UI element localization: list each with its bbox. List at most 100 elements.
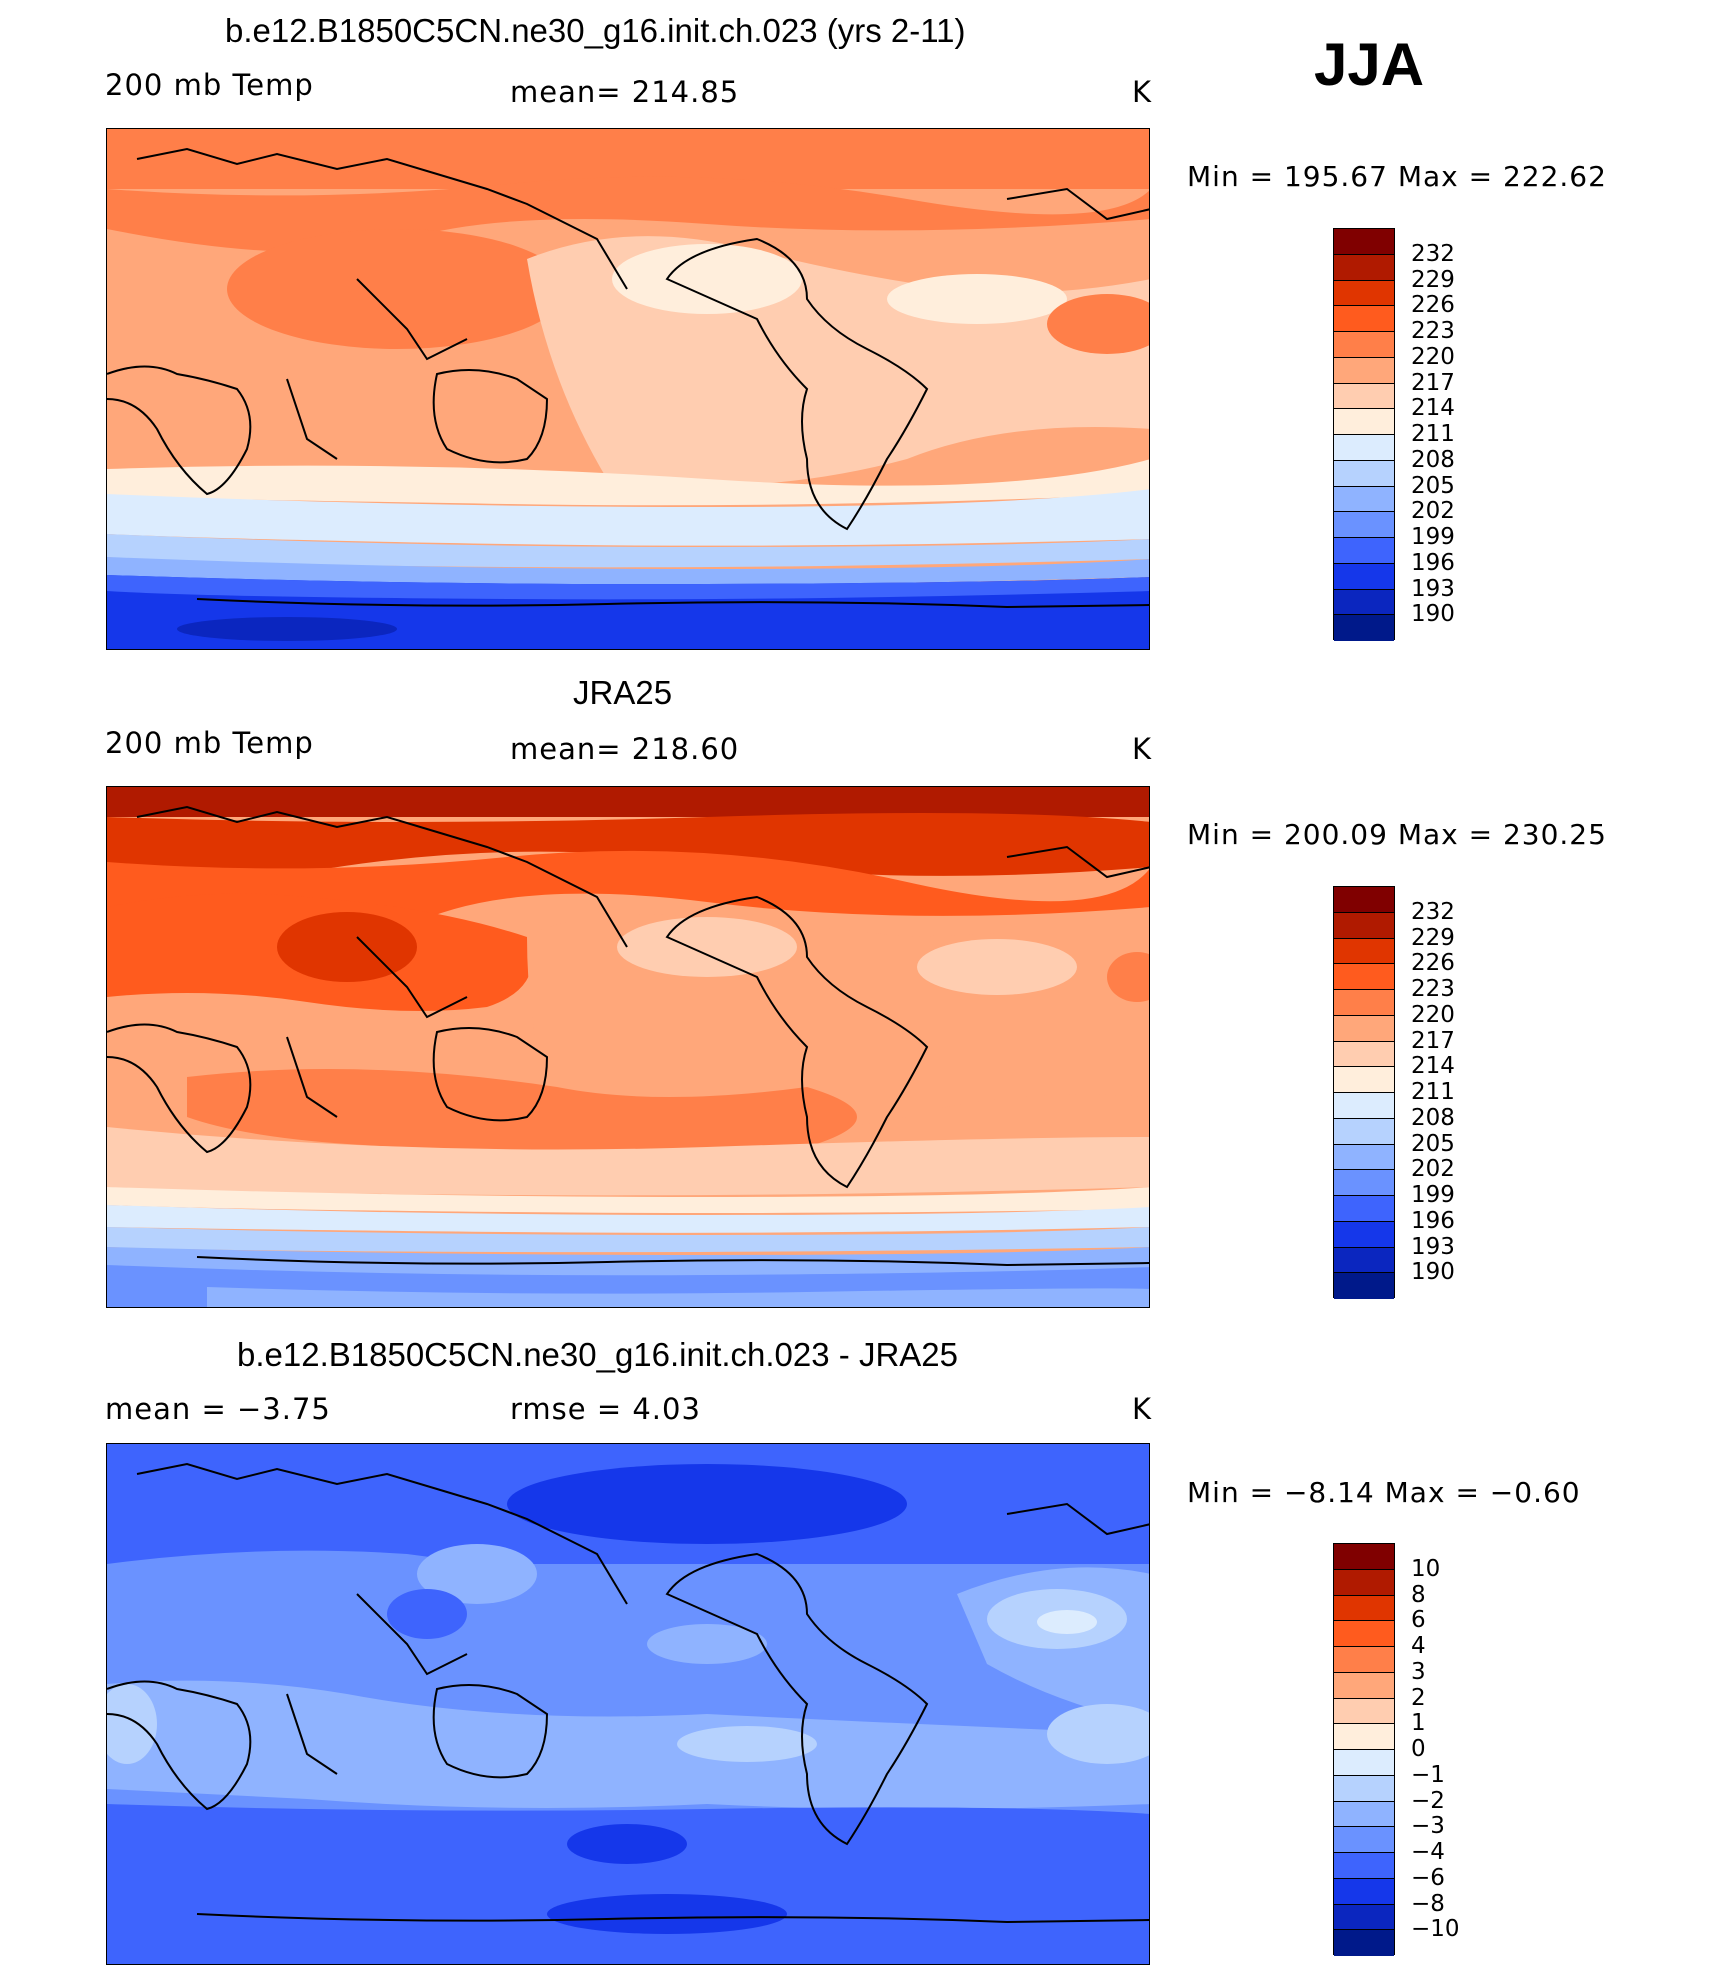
panel-3-map [106, 1443, 1150, 1965]
colorbar-segment [1334, 1775, 1394, 1802]
panel-1-mean-label: mean= 214.85 [510, 75, 740, 109]
colorbar-segment [1334, 563, 1394, 590]
colorbar-tick-label: 199 [1411, 524, 1455, 550]
colorbar-tick-label: 214 [1411, 395, 1455, 422]
colorbar-segment [1334, 938, 1394, 965]
colorbar-segment [1334, 1878, 1394, 1905]
panel-3-mean-label: mean = −3.75 [105, 1392, 331, 1426]
colorbar-segment [1334, 1930, 1394, 1956]
colorbar-tick-label: 232 [1411, 898, 1455, 925]
panel-2-mean-label: mean= 218.60 [510, 732, 740, 766]
colorbar-segment [1334, 383, 1394, 410]
panel-3-title: b.e12.B1850C5CN.ne30_g16.init.ch.023 - J… [237, 1336, 958, 1373]
colorbar-tick-label: 190 [1411, 601, 1455, 628]
colorbar-segment [1334, 229, 1394, 255]
colorbar-segment [1334, 964, 1394, 990]
colorbar-segment [1334, 1904, 1394, 1931]
colorbar-tick-label: 2 [1411, 1684, 1426, 1711]
panel-2-variable-label: 200 mb Temp [105, 726, 314, 760]
colorbar-segment [1334, 1144, 1394, 1171]
colorbar-segment [1334, 912, 1394, 939]
colorbar-tick-label: 229 [1411, 924, 1455, 951]
colorbar-tick-label: 220 [1411, 1001, 1455, 1028]
panel-3-units-label: K [1132, 1392, 1153, 1426]
colorbar-segment [1334, 280, 1394, 307]
panel-1-colorbar-box [1333, 228, 1395, 641]
colorbar-tick-label: 226 [1411, 292, 1455, 319]
colorbar-segment [1334, 589, 1394, 616]
colorbar-tick-label: 10 [1411, 1555, 1441, 1582]
colorbar-tick-label: −3 [1411, 1813, 1445, 1840]
colorbar-tick-label: 196 [1411, 549, 1455, 576]
season-label: JJA [1314, 31, 1425, 98]
colorbar-tick-label: 232 [1411, 240, 1455, 267]
colorbar-tick-label: 193 [1411, 1233, 1455, 1260]
colorbar-tick-label: 205 [1411, 472, 1455, 499]
colorbar-segment [1334, 1015, 1394, 1042]
panel-2-minmax: Min = 200.09 Max = 230.25 [1187, 818, 1607, 851]
colorbar-segment [1334, 435, 1394, 461]
colorbar-segment [1334, 1801, 1394, 1828]
colorbar-segment [1334, 1724, 1394, 1750]
colorbar-segment [1334, 1750, 1394, 1776]
colorbar-tick-label: 1 [1411, 1710, 1426, 1737]
colorbar-segment [1334, 1221, 1394, 1248]
colorbar-tick-label: −8 [1411, 1890, 1445, 1917]
colorbar-tick-label: 190 [1411, 1259, 1455, 1286]
colorbar-segment [1334, 460, 1394, 487]
colorbar-tick-label: 223 [1411, 976, 1455, 1002]
panel-1-title: b.e12.B1850C5CN.ne30_g16.init.ch.023 (yr… [225, 12, 966, 49]
colorbar-tick-label: −2 [1411, 1787, 1445, 1814]
colorbar-segment [1334, 409, 1394, 435]
panel-3-colorbar-box [1333, 1543, 1395, 1956]
colorbar-tick-label: 226 [1411, 950, 1455, 977]
colorbar-tick-label: −10 [1411, 1916, 1460, 1943]
colorbar-segment [1334, 1273, 1394, 1299]
colorbar-segment [1334, 1067, 1394, 1093]
colorbar-tick-label: −4 [1411, 1839, 1445, 1865]
panel-2-units-label: K [1132, 732, 1153, 766]
panel-1-minmax: Min = 195.67 Max = 222.62 [1187, 160, 1607, 193]
panel-1-colorbar: 232 229 226 223 220 217 214 211 208 205 202 199 196 1… [1333, 228, 1455, 641]
colorbar-tick-label: 217 [1411, 1027, 1455, 1054]
colorbar-segment [1334, 1827, 1394, 1853]
colorbar-tick-label: 229 [1411, 266, 1455, 293]
colorbar-segment [1334, 887, 1394, 913]
colorbar-segment [1334, 1595, 1394, 1622]
colorbar-tick-label: 223 [1411, 318, 1455, 344]
panel-1-variable-label: 200 mb Temp [105, 68, 314, 102]
colorbar-segment [1334, 538, 1394, 564]
panel-2-colorbar-box [1333, 886, 1395, 1299]
colorbar-segment [1334, 990, 1394, 1016]
colorbar-tick-label: 202 [1411, 1156, 1455, 1183]
colorbar-segment [1334, 486, 1394, 513]
colorbar-tick-label: 211 [1411, 421, 1455, 447]
colorbar-segment [1334, 1672, 1394, 1699]
colorbar-segment [1334, 254, 1394, 281]
colorbar-tick-label: 199 [1411, 1182, 1455, 1208]
colorbar-tick-label: 8 [1411, 1581, 1426, 1608]
colorbar-segment [1334, 1544, 1394, 1570]
panel-3-minmax: Min = −8.14 Max = −0.60 [1187, 1476, 1581, 1509]
colorbar-tick-label: 208 [1411, 446, 1455, 473]
colorbar-tick-label: 0 [1411, 1736, 1426, 1762]
panel-3-colorbar: 10 8 6 4 3 2 1 0 −1 −2 −3 −4 −6 −8 −10 [1333, 1543, 1460, 1956]
colorbar-tick-label: 196 [1411, 1207, 1455, 1234]
colorbar-segment [1334, 1621, 1394, 1647]
colorbar-tick-label: 205 [1411, 1130, 1455, 1157]
colorbar-tick-label: 208 [1411, 1104, 1455, 1131]
panel-1-units-label: K [1132, 75, 1153, 109]
colorbar-segment [1334, 615, 1394, 641]
colorbar-tick-label: 193 [1411, 575, 1455, 602]
colorbar-tick-label: −6 [1411, 1864, 1445, 1891]
colorbar-segment [1334, 1196, 1394, 1222]
colorbar-segment [1334, 512, 1394, 538]
colorbar-segment [1334, 332, 1394, 358]
colorbar-segment [1334, 1118, 1394, 1145]
colorbar-segment [1334, 1569, 1394, 1596]
colorbar-segment [1334, 1170, 1394, 1196]
colorbar-segment [1334, 1247, 1394, 1274]
colorbar-segment [1334, 1853, 1394, 1879]
colorbar-tick-label: 214 [1411, 1053, 1455, 1080]
panel-3-rmse-label: rmse = 4.03 [510, 1392, 701, 1426]
